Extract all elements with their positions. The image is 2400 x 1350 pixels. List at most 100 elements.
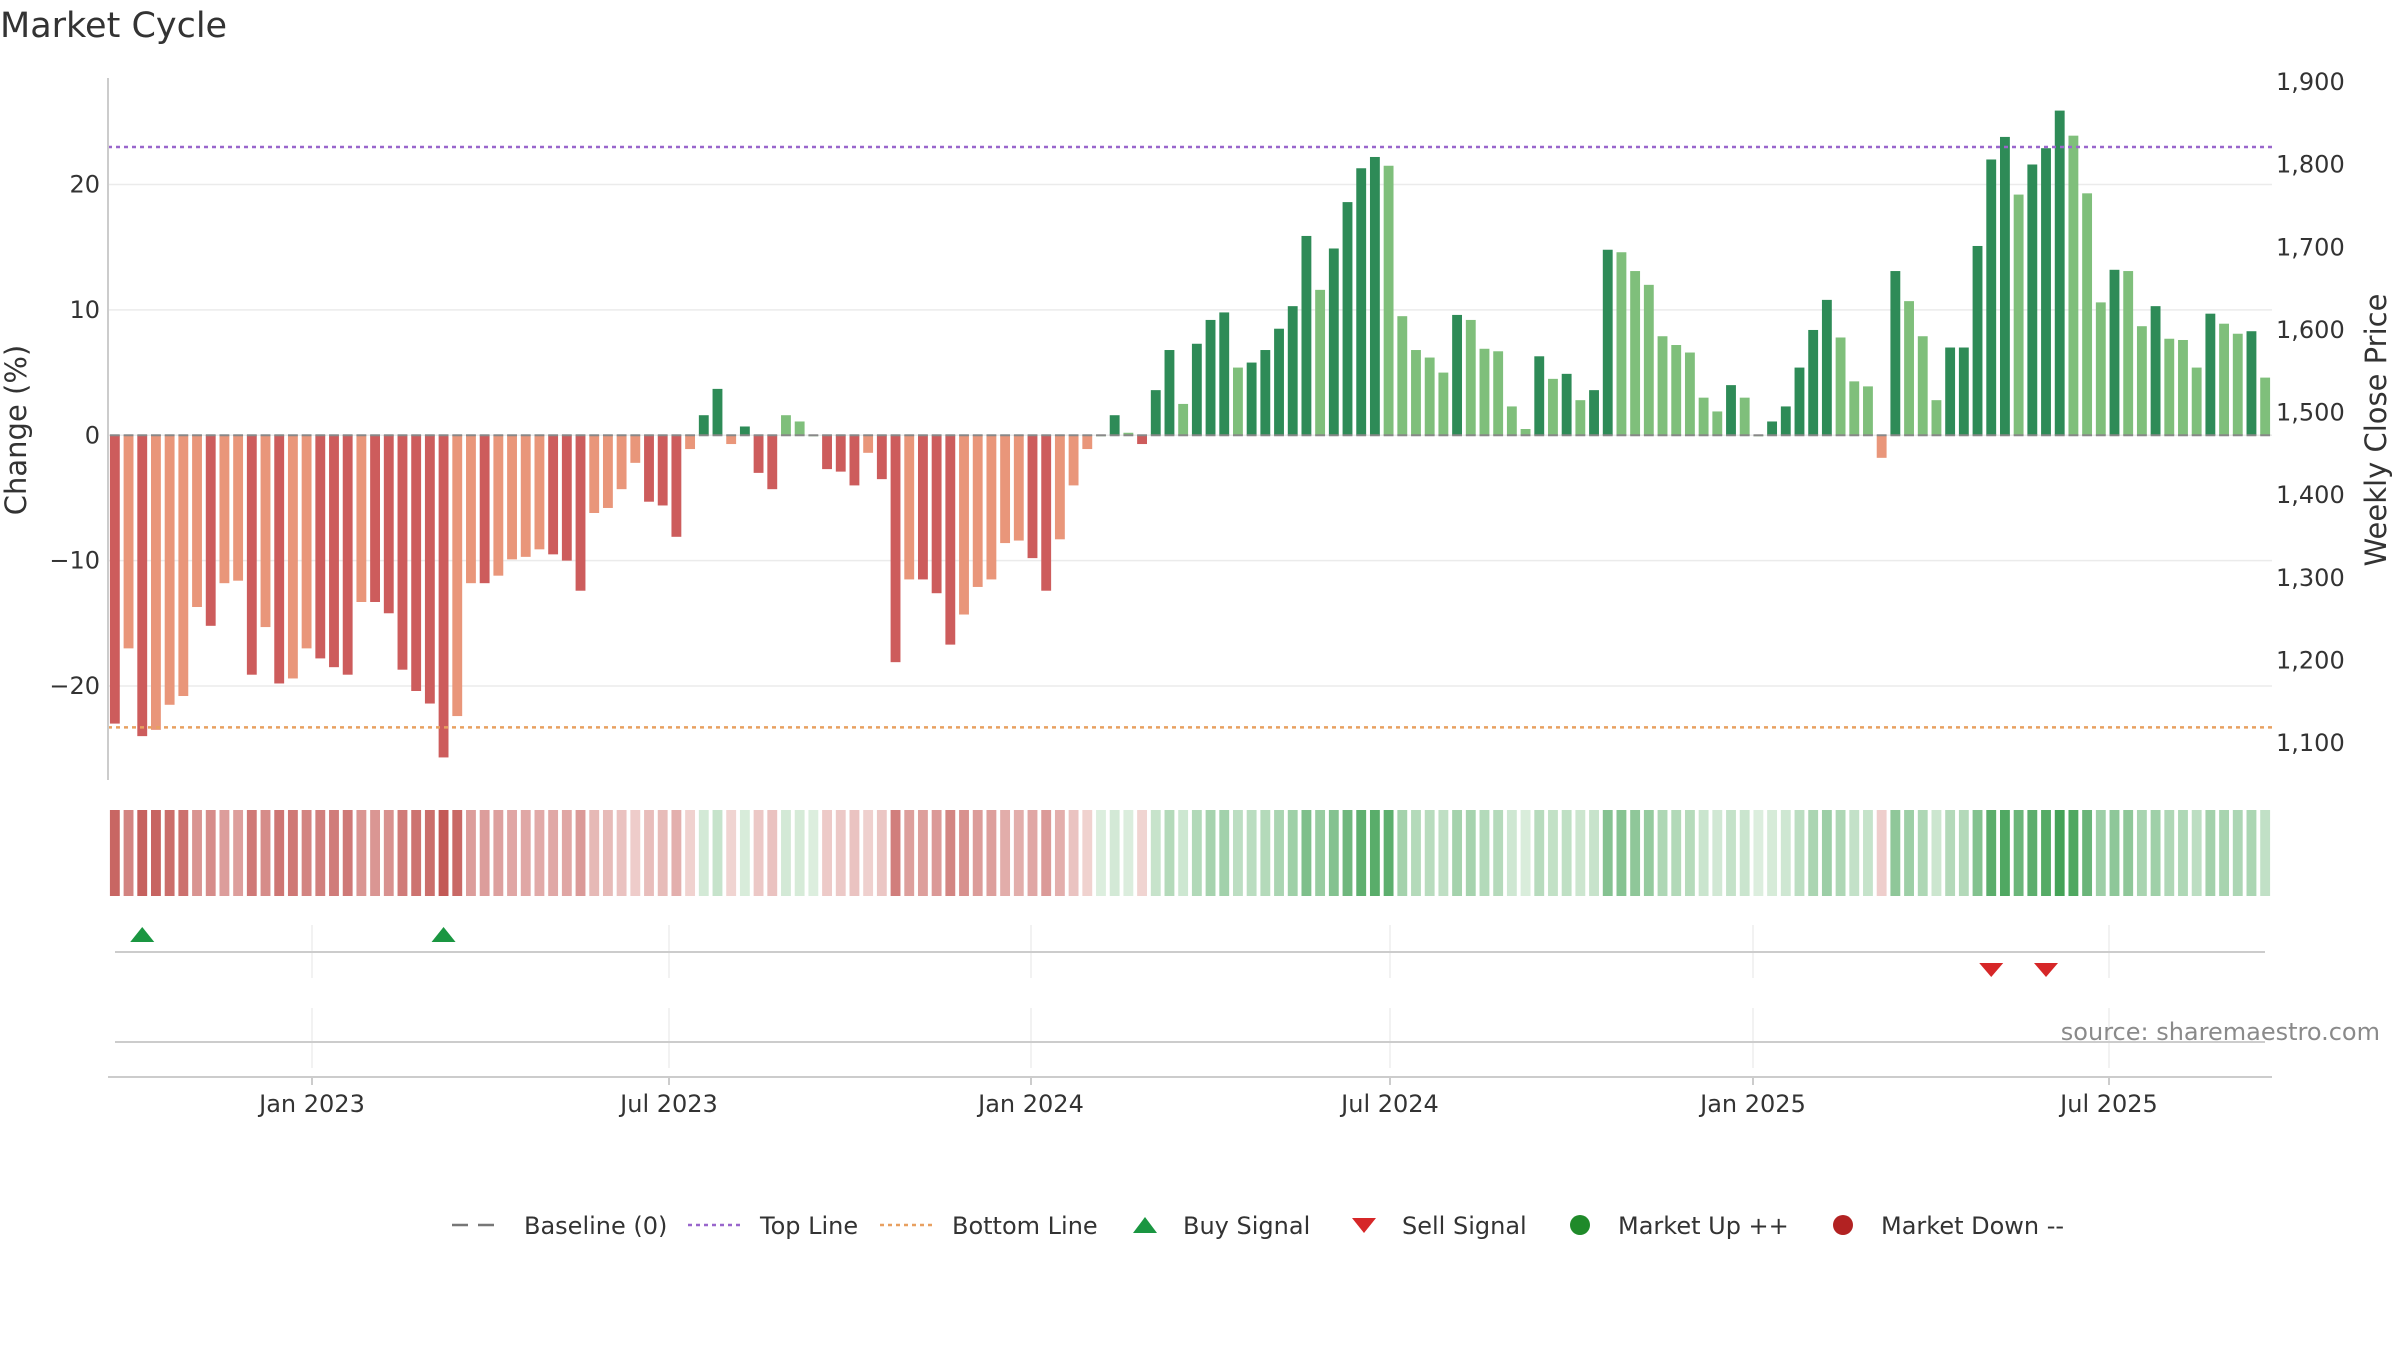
change-bar [342, 435, 353, 675]
change-bar [1506, 406, 1517, 436]
heat-cell [1054, 810, 1065, 896]
legend-label: Bottom Line [952, 1212, 1098, 1240]
change-bar [1082, 435, 1093, 450]
change-bar [657, 435, 668, 506]
heat-cell [2054, 810, 2065, 896]
heat-cell [287, 810, 298, 896]
axis-layer: 20 10 0 −10 −20 1,900 1,800 1,700 1,600 1,500 1,40… [0, 68, 2393, 1118]
heat-cell [1835, 810, 1846, 896]
heat-cell [1493, 810, 1504, 896]
change-bar [753, 435, 764, 473]
heat-cell [959, 810, 969, 896]
change-bar [1013, 435, 1024, 541]
change-bar [1397, 316, 1408, 436]
change-bar [904, 435, 915, 580]
change-bar [876, 435, 887, 480]
change-bar [1137, 435, 1147, 445]
change-bar [1342, 202, 1353, 436]
heat-cell [863, 810, 874, 896]
change-bar [1739, 397, 1750, 436]
legend-circle-icon [1833, 1215, 1853, 1235]
heat-cell [2205, 810, 2216, 896]
change-bar [452, 435, 463, 717]
legend-label: Market Down -- [1881, 1212, 2064, 1240]
change-bar [137, 435, 148, 737]
change-bar [329, 435, 339, 668]
change-bar [739, 426, 750, 436]
heat-cell [1684, 810, 1695, 896]
change-bar [890, 435, 901, 663]
x-tick-label: Jul 2025 [2058, 1090, 2158, 1118]
change-bar [561, 435, 572, 561]
change-bar [712, 388, 723, 436]
change-bar [2136, 326, 2147, 436]
change-bar [178, 435, 189, 697]
change-bar [2109, 269, 2120, 436]
heat-cell [1041, 810, 1052, 896]
change-bar [466, 435, 476, 584]
heat-cell [986, 810, 997, 896]
heat-cell [1096, 810, 1106, 896]
change-bar [1643, 284, 1654, 436]
change-bar [1616, 252, 1627, 436]
change-bar [1452, 314, 1463, 436]
heat-cell [1109, 810, 1120, 896]
change-bar [123, 435, 134, 649]
heat-cell [2260, 810, 2271, 896]
heat-cell [2246, 810, 2257, 896]
heat-cell [876, 810, 887, 896]
heat-cell [383, 810, 394, 896]
change-bar [246, 435, 257, 675]
change-bar [1684, 352, 1695, 436]
legend-triangle-down-icon [1352, 1218, 1376, 1233]
change-bar [1424, 357, 1435, 436]
heat-cell [315, 810, 326, 896]
heat-cell [493, 810, 504, 896]
change-bar [1191, 343, 1202, 436]
change-bar [274, 435, 285, 684]
heat-cell [561, 810, 572, 896]
heat-cell [1520, 810, 1531, 896]
change-bar [192, 435, 202, 608]
change-bar [1369, 156, 1380, 436]
heat-cell [1287, 810, 1298, 896]
change-bar [1904, 301, 1914, 436]
change-bar [945, 435, 956, 645]
change-bar [1808, 329, 1819, 436]
change-bar [1986, 159, 1997, 436]
heat-cell [1575, 810, 1586, 896]
change-bar [1411, 350, 1421, 436]
heat-cell [644, 810, 654, 896]
heat-cell [1301, 810, 1312, 896]
change-bar [794, 421, 805, 436]
heat-cell [1931, 810, 1942, 896]
heat-cell [1000, 810, 1011, 896]
change-bar [1000, 435, 1011, 544]
heat-cell [1589, 810, 1599, 896]
heat-cell [507, 810, 517, 896]
x-tick-label: Jan 2023 [257, 1090, 365, 1118]
buy-signal-marker [130, 927, 155, 942]
heat-cell [301, 810, 312, 896]
change-bar [507, 435, 517, 560]
heat-cell [1219, 810, 1230, 896]
change-bar [260, 435, 271, 628]
heat-cell [698, 810, 709, 896]
heat-cell [1438, 810, 1449, 896]
change-bar [2260, 377, 2271, 436]
heat-cell [890, 810, 901, 896]
heat-cell [1602, 810, 1613, 896]
heat-cell [1178, 810, 1189, 896]
change-bar [1726, 385, 1736, 436]
chart-title: Market Cycle [0, 6, 228, 46]
legend-item-baseline-0: Baseline (0) [452, 1212, 667, 1240]
change-bar [767, 435, 778, 490]
legend-item-market-down: Market Down -- [1833, 1212, 2064, 1240]
heat-cell [1876, 810, 1887, 896]
heat-cell [123, 810, 134, 896]
change-bar [1780, 406, 1791, 436]
reference-lines [108, 145, 2272, 729]
heat-cell [602, 810, 613, 896]
heat-cell [1260, 810, 1271, 896]
change-bar [1315, 289, 1326, 436]
